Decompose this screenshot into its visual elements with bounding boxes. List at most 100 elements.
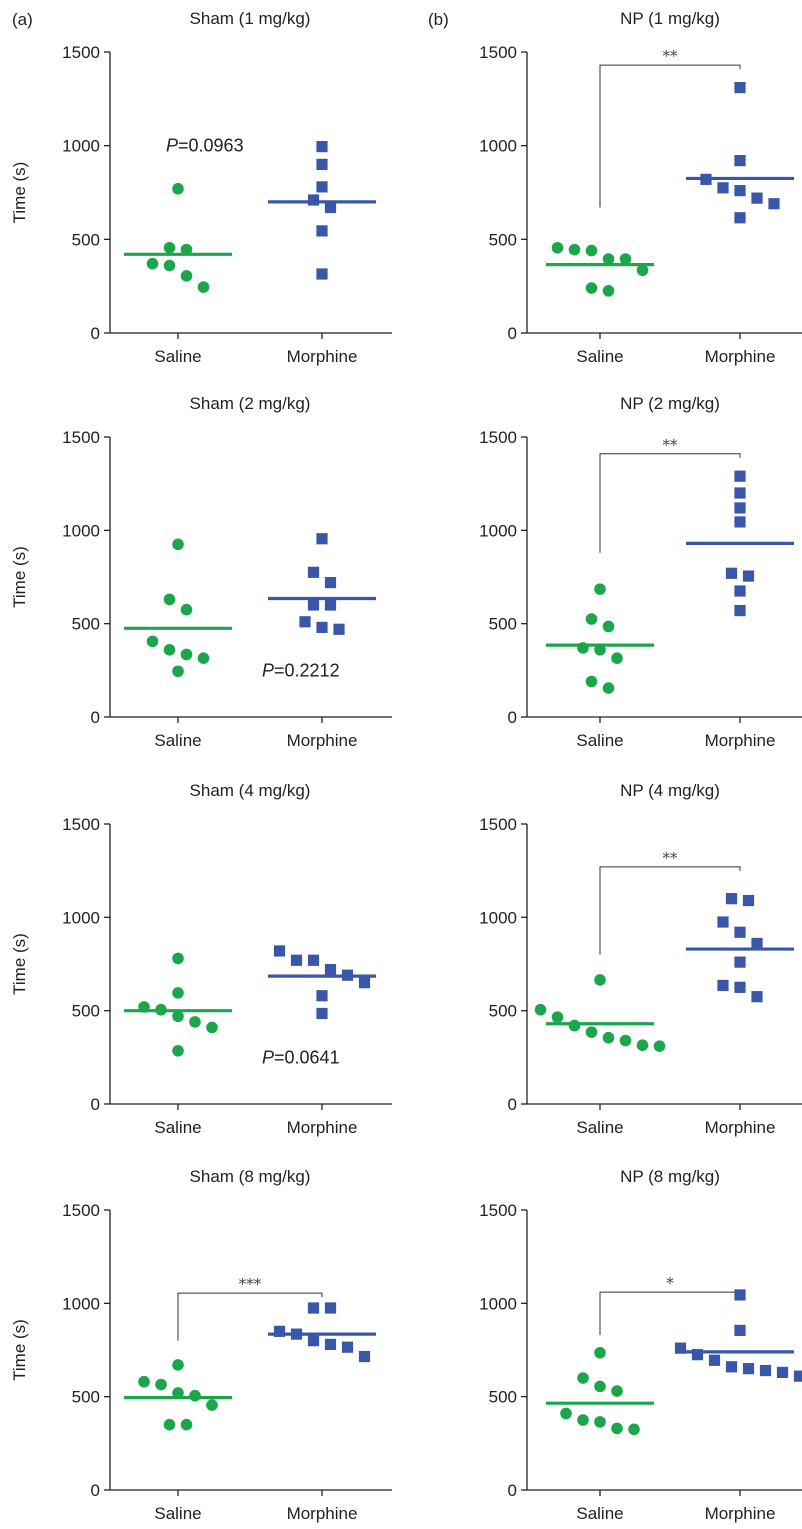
morphine-data-point <box>717 182 729 194</box>
morphine-data-point <box>324 599 337 611</box>
saline-data-point <box>163 241 176 254</box>
significance-bracket <box>599 866 741 955</box>
morphine-data-point <box>717 916 729 928</box>
saline-data-point <box>172 182 184 195</box>
saline-data-point <box>611 652 623 664</box>
morphine-data-point <box>307 954 320 966</box>
y-tick-label: 1000 <box>479 137 517 156</box>
saline-data-point <box>206 1021 218 1034</box>
saline-data-point <box>628 1423 640 1436</box>
x-tick-label: Saline <box>154 1118 201 1137</box>
panel-label-b: (b) <box>428 10 449 29</box>
morphine-data-point <box>725 567 738 579</box>
p-value-annotation: P=0.0641 <box>262 1047 340 1067</box>
morphine-data-point <box>324 201 337 214</box>
saline-data-point <box>197 652 210 664</box>
p-value-number: =0.0641 <box>274 1047 340 1067</box>
morphine-data-point <box>691 1349 704 1361</box>
saline-data-point <box>594 1380 606 1393</box>
significance-bracket <box>599 1291 741 1336</box>
x-tick-label: Saline <box>576 347 623 366</box>
chart-title: Sham (2 mg/kg) <box>190 394 311 413</box>
y-tick-label: 1500 <box>479 43 517 62</box>
chart-panel-7: NP (8 mg/kg) 0 500 1000 1500 Saline Morphine * <box>479 1167 802 1523</box>
y-tick-label: 0 <box>508 1481 517 1500</box>
morphine-data-point <box>734 502 746 514</box>
saline-data-point <box>594 583 606 595</box>
y-tick-label: 500 <box>72 615 100 634</box>
morphine-data-point <box>734 1324 746 1336</box>
morphine-data-point <box>674 1342 687 1354</box>
p-value-number: =0.0963 <box>178 136 244 156</box>
morphine-data-point <box>734 956 746 968</box>
p-value-annotation: P=0.0963 <box>166 136 244 156</box>
y-tick-label: 1000 <box>62 521 100 540</box>
y-tick-label: 1000 <box>62 1294 100 1313</box>
saline-data-point <box>172 1045 184 1057</box>
x-tick-label: Morphine <box>705 731 776 750</box>
significance-stars: *** <box>239 1275 262 1293</box>
saline-data-point <box>172 538 184 551</box>
saline-data-point <box>172 1387 184 1399</box>
y-tick-label: 0 <box>508 708 517 727</box>
morphine-data-point <box>793 1370 802 1382</box>
x-tick-label: Saline <box>154 347 201 366</box>
morphine-data-point <box>742 1363 755 1375</box>
x-tick-label: Saline <box>576 1504 623 1523</box>
saline-data-point <box>560 1407 572 1420</box>
saline-data-point <box>577 1372 589 1384</box>
saline-data-point <box>585 613 598 625</box>
chart-panel-1: NP (1 mg/kg) 0 500 1000 1500 Saline Morphine ** <box>479 9 802 366</box>
saline-data-point <box>594 974 606 986</box>
morphine-data-point <box>734 155 746 167</box>
chart-title: Sham (1 mg/kg) <box>190 9 311 28</box>
saline-data-point <box>163 644 176 656</box>
morphine-data-point <box>751 192 763 204</box>
morphine-data-point <box>725 893 738 905</box>
chart-title: Sham (4 mg/kg) <box>190 781 311 800</box>
saline-data-point <box>585 1026 598 1038</box>
x-tick-label: Saline <box>154 1504 201 1523</box>
saline-data-point <box>585 675 598 688</box>
y-axis-label: Time (s) <box>10 546 29 608</box>
saline-data-point <box>568 243 581 256</box>
saline-data-point <box>163 593 176 606</box>
saline-data-point <box>653 1040 666 1052</box>
saline-data-point <box>585 282 598 294</box>
saline-data-point <box>189 1016 201 1028</box>
morphine-data-point <box>717 979 729 992</box>
morphine-data-point <box>725 1361 738 1373</box>
saline-data-point <box>636 1039 649 1051</box>
morphine-data-point <box>751 937 763 950</box>
morphine-data-point <box>734 81 746 94</box>
saline-data-point <box>172 987 184 999</box>
y-tick-label: 1500 <box>62 1201 100 1220</box>
y-tick-label: 500 <box>489 615 517 634</box>
y-tick-label: 1500 <box>62 428 100 447</box>
x-tick-label: Morphine <box>287 1504 358 1523</box>
chart-title: NP (1 mg/kg) <box>620 9 720 28</box>
morphine-data-point <box>759 1364 772 1377</box>
saline-data-point <box>206 1399 218 1411</box>
morphine-data-point <box>341 1341 354 1353</box>
saline-data-point <box>172 665 184 678</box>
chart-panel-6: Sham (8 mg/kg) 0 500 1000 1500 Saline Morphine… <box>10 1167 392 1523</box>
y-tick-label: 500 <box>489 1388 517 1407</box>
morphine-data-point <box>324 964 337 976</box>
y-tick-label: 1500 <box>62 815 100 834</box>
saline-data-point <box>602 1031 615 1044</box>
saline-data-point <box>619 253 632 265</box>
significance-bracket <box>599 64 741 208</box>
saline-data-point <box>146 257 159 270</box>
morphine-data-point <box>299 616 311 628</box>
y-tick-label: 500 <box>72 230 100 249</box>
x-tick-label: Morphine <box>287 1118 358 1137</box>
morphine-data-point <box>316 158 328 170</box>
y-tick-label: 0 <box>508 1095 517 1114</box>
saline-data-point <box>534 1003 547 1016</box>
morphine-data-point <box>358 1350 371 1363</box>
morphine-data-point <box>316 181 328 193</box>
saline-data-point <box>138 1375 150 1388</box>
morphine-data-point <box>734 1289 746 1301</box>
morphine-data-point <box>751 991 763 1003</box>
